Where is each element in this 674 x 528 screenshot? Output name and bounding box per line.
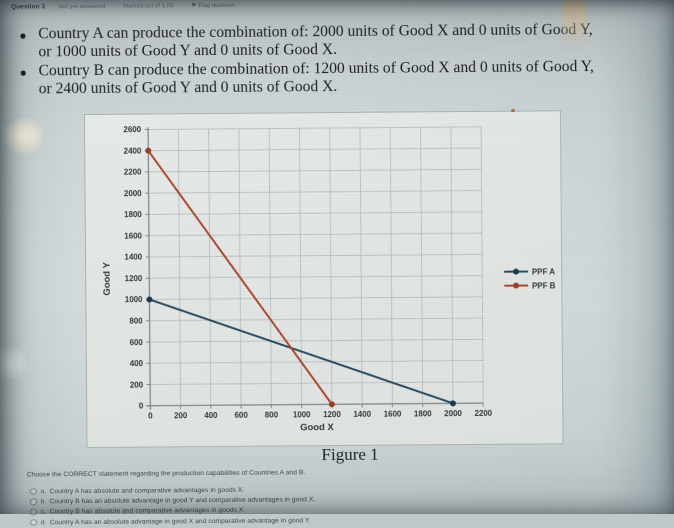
- y-tick-label: 200: [130, 380, 144, 389]
- series-marker-ppf-b: [145, 148, 151, 154]
- x-tick-label: 2200: [474, 409, 492, 418]
- y-tick-label: 1400: [124, 253, 142, 262]
- x-tick-label: 1200: [323, 410, 341, 419]
- x-gridline: [269, 128, 271, 404]
- bullet-icon: ●: [19, 26, 26, 44]
- question-bullet: ●Country B can produce the combination o…: [39, 58, 651, 99]
- photo-artifact-dot: [511, 109, 515, 112]
- x-tick-label: 2000: [444, 409, 462, 418]
- series-marker-ppf-b: [329, 401, 335, 407]
- y-gridline: [149, 297, 482, 300]
- y-tick-label: 1200: [125, 274, 143, 283]
- radio-button[interactable]: [30, 519, 37, 526]
- y-gridline: [150, 318, 483, 321]
- x-tick-label: 200: [174, 411, 188, 420]
- option-text: Country B has absolute and comparative a…: [50, 507, 246, 516]
- y-gridline: [150, 339, 483, 342]
- y-axis-title: Good Y: [101, 261, 112, 295]
- y-gridline: [150, 361, 483, 364]
- y-gridline: [149, 276, 482, 279]
- y-tick-label: 800: [129, 317, 143, 326]
- y-tick-label: 2600: [123, 125, 141, 134]
- x-gridline: [481, 127, 483, 403]
- x-tick-label: 1600: [384, 410, 402, 419]
- x-gridline: [421, 127, 423, 403]
- legend-label: PPF A: [532, 267, 555, 276]
- question-prompt: Choose the CORRECT statement regarding t…: [27, 469, 306, 478]
- bullet-icon: ●: [20, 63, 27, 81]
- option-letter: d.: [41, 519, 50, 526]
- y-tick-label: 1000: [125, 295, 143, 304]
- bullet-line: or 2400 units of Good Y and 0 units of G…: [39, 76, 651, 99]
- legend-marker-sample: [513, 269, 519, 275]
- x-gridline: [390, 128, 392, 404]
- x-gridline: [360, 128, 362, 404]
- question-status: Not yet answered: [59, 4, 106, 10]
- quiz-page: Question 3 Not yet answered Marked out o…: [0, 0, 674, 517]
- question-number: Question 3: [11, 3, 45, 10]
- option-text: Country B has an absolute advantage in g…: [50, 496, 316, 505]
- question-text: ●Country A can produce the combination o…: [38, 21, 651, 100]
- x-gridline: [178, 129, 180, 405]
- question-marks: Marked out of 1.00: [123, 3, 173, 9]
- question-bullet: ●Country A can produce the combination o…: [38, 21, 650, 62]
- answer-options: a.Country A has absolute and comparative…: [30, 482, 590, 528]
- series-line-ppf-b: [148, 149, 332, 405]
- radio-button[interactable]: [30, 499, 37, 506]
- y-gridline: [149, 254, 482, 257]
- y-tick-label: 0: [139, 402, 144, 411]
- y-gridline: [148, 169, 481, 172]
- question-info-bar: Question 3 Not yet answered Marked out o…: [11, 2, 235, 14]
- flag-label: Flag question: [199, 3, 235, 9]
- x-tick-label: 1400: [353, 410, 371, 419]
- y-gridline: [149, 212, 482, 215]
- series-marker-ppf-a: [450, 400, 456, 406]
- x-tick-label: 1800: [414, 409, 432, 418]
- y-gridline: [148, 127, 481, 130]
- y-gridline: [149, 233, 482, 236]
- x-tick-label: 800: [265, 411, 279, 420]
- radio-button[interactable]: [30, 488, 37, 495]
- option-letter: b.: [41, 498, 50, 505]
- flag-question-button[interactable]: ⚑Flag question: [191, 3, 235, 9]
- y-tick-label: 1600: [124, 232, 142, 241]
- option-text: Country A has an absolute advantage in g…: [50, 517, 311, 526]
- y-gridline: [149, 191, 482, 194]
- x-tick-label: 0: [148, 412, 153, 421]
- flag-icon: ⚑: [191, 3, 197, 9]
- x-axis-title: Good X: [300, 422, 334, 433]
- legend-marker-sample: [513, 283, 519, 289]
- option-letter: a.: [40, 488, 49, 495]
- series-marker-ppf-a: [146, 296, 152, 302]
- y-axis-line: [148, 127, 150, 409]
- figure-caption: Figure 1: [112, 443, 589, 467]
- y-tick-label: 2400: [124, 147, 142, 156]
- y-tick-label: 1800: [124, 210, 142, 219]
- x-tick-label: 400: [204, 411, 218, 420]
- y-tick-label: 2200: [124, 168, 142, 177]
- x-tick-label: 1000: [293, 410, 311, 419]
- x-gridline: [239, 129, 241, 405]
- option-letter: c.: [41, 509, 50, 516]
- y-gridline: [148, 148, 481, 151]
- y-tick-label: 400: [130, 359, 144, 368]
- y-tick-label: 600: [130, 338, 144, 347]
- legend-label: PPF B: [532, 281, 556, 290]
- x-gridline: [451, 127, 453, 403]
- screen-photo-background: Question 3 Not yet answered Marked out o…: [0, 0, 674, 514]
- x-axis-line: [146, 403, 483, 406]
- x-tick-label: 600: [235, 411, 249, 420]
- x-gridline: [330, 128, 332, 404]
- option-text: Country A has absolute and comparative a…: [49, 486, 244, 495]
- y-tick-label: 2000: [124, 189, 142, 198]
- radio-button[interactable]: [30, 509, 37, 516]
- x-gridline: [209, 129, 211, 405]
